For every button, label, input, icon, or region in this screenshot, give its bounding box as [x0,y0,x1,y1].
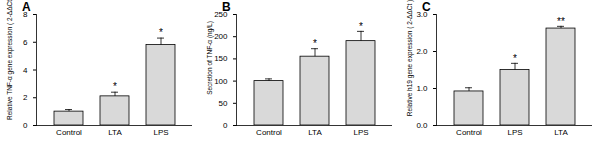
svg-text:*: * [359,21,363,32]
svg-text:2.0: 2.0 [416,47,428,56]
svg-text:6: 6 [23,38,28,47]
svg-text:LTA: LTA [554,128,568,137]
svg-text:*: * [313,38,317,49]
svg-text:0: 0 [223,121,228,130]
svg-text:100: 100 [214,77,228,86]
svg-text:**: ** [557,16,565,27]
svg-text:0.0: 0.0 [416,121,428,130]
svg-text:LPS: LPS [353,128,368,137]
svg-text:50: 50 [219,99,228,108]
svg-text:200: 200 [214,32,228,41]
svg-text:1.0: 1.0 [416,84,428,93]
svg-text:0: 0 [23,121,28,130]
svg-text:LPS: LPS [507,128,522,137]
svg-text:150: 150 [214,54,228,63]
svg-text:4: 4 [23,66,28,75]
svg-text:*: * [513,53,517,64]
svg-text:*: * [113,81,117,92]
svg-text:Control: Control [56,128,82,137]
svg-text:LTA: LTA [108,128,122,137]
svg-text:Control: Control [256,128,282,137]
svg-text:LTA: LTA [308,128,322,137]
svg-text:Control: Control [456,128,482,137]
svg-text:*: * [159,27,163,38]
svg-text:2: 2 [23,93,28,102]
svg-text:LPS: LPS [153,128,168,137]
